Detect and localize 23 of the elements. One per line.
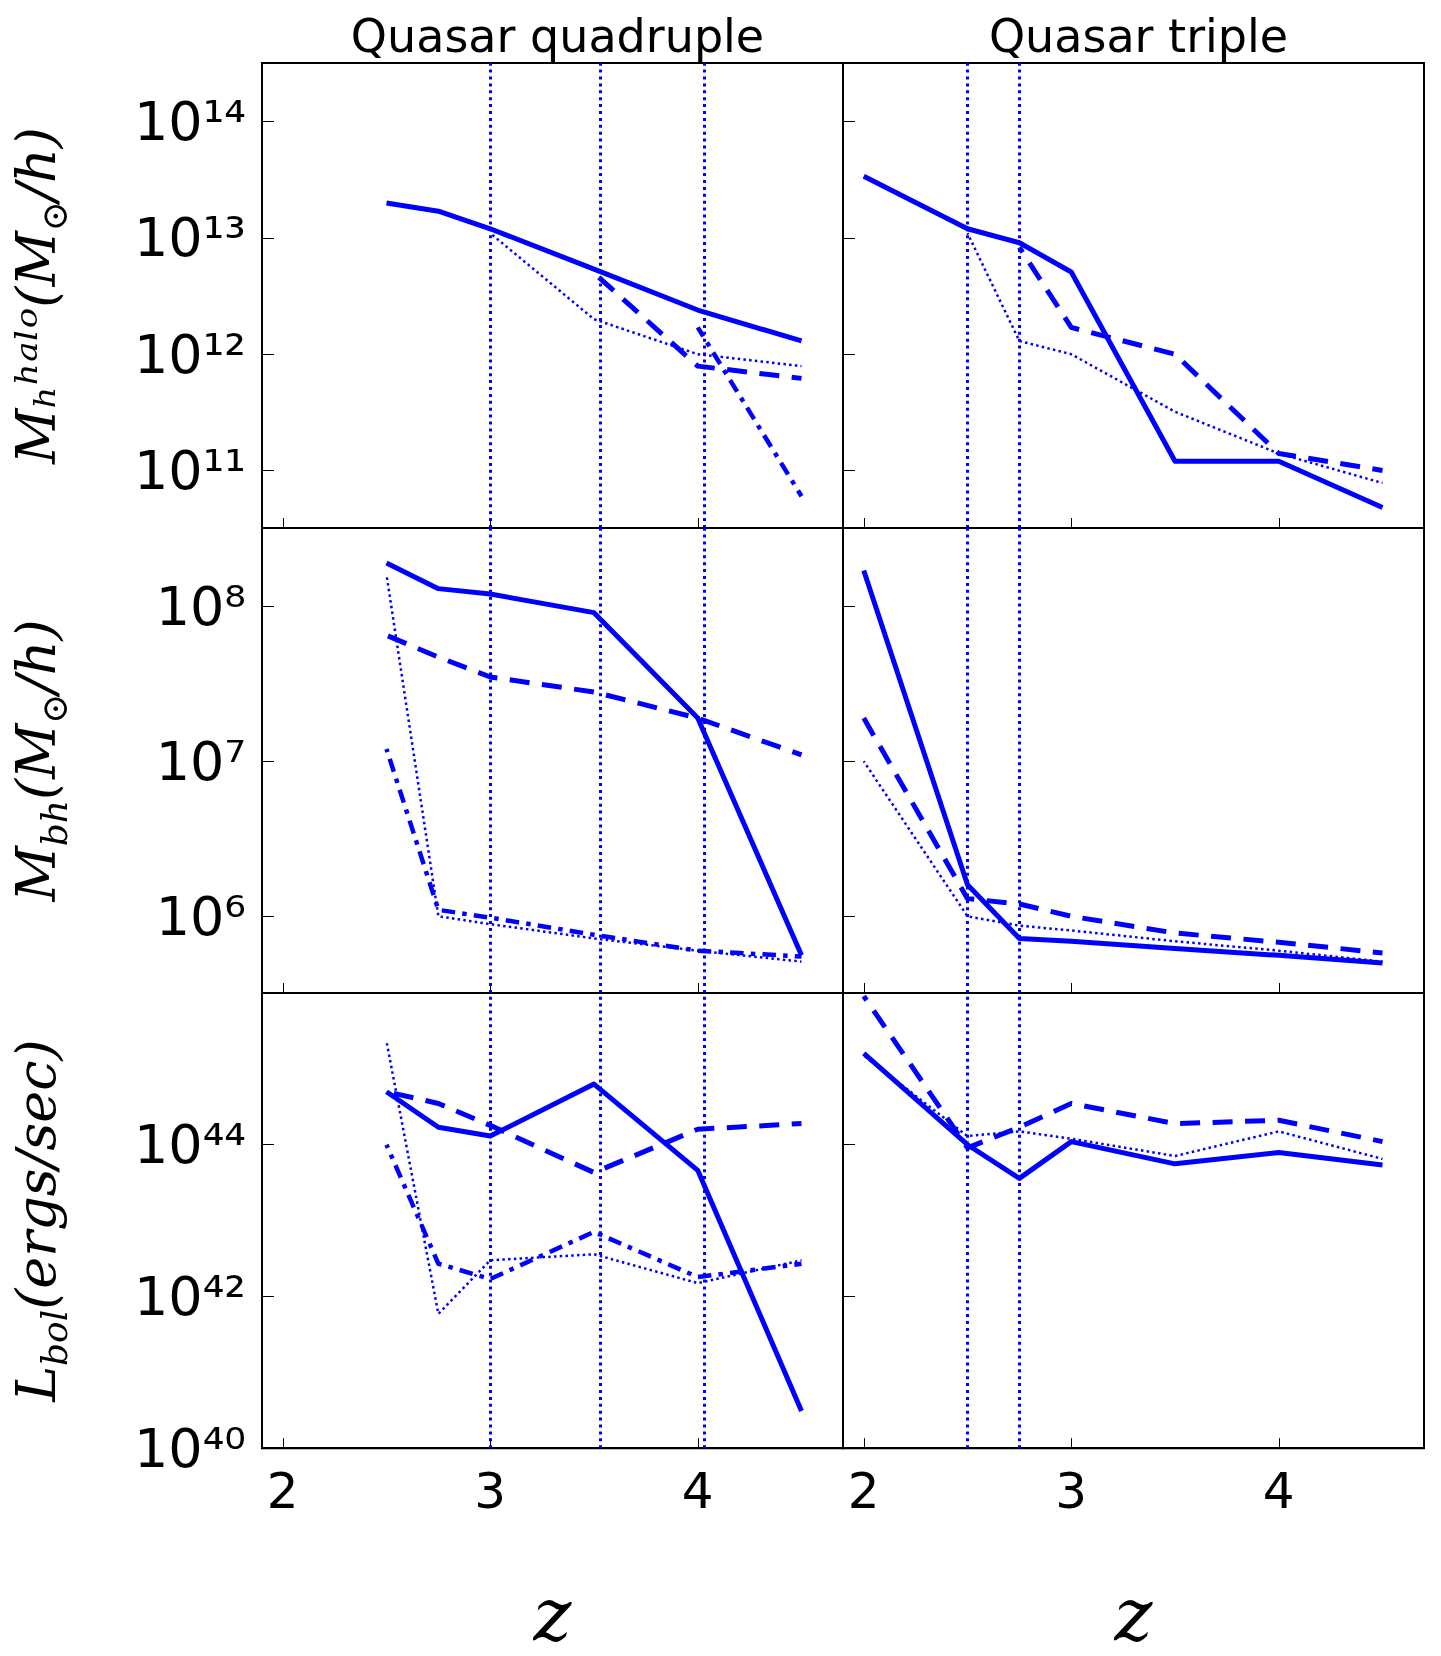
y-tick-label: 10¹² <box>133 322 246 386</box>
y-tick-label: 10¹¹ <box>133 438 246 502</box>
y-tick-label: 10⁴⁰ <box>133 1416 246 1480</box>
y-tick-label: 10¹³ <box>133 206 246 270</box>
chart-title: Quasar triple <box>988 9 1289 63</box>
x-tick-label: 4 <box>681 1462 714 1521</box>
x-tick-label: 2 <box>266 1462 299 1521</box>
y-axis-title: Mₕʰᵃˡᵒ(M⊙/h) <box>5 127 75 465</box>
x-axis-title: z <box>1113 1573 1154 1656</box>
y-tick-label: 10⁸ <box>155 574 246 638</box>
x-tick-label: 3 <box>1055 1462 1088 1521</box>
x-tick-label: 2 <box>847 1462 880 1521</box>
x-tick-label: 4 <box>1262 1462 1295 1521</box>
y-tick-label: 10⁴⁴ <box>133 1113 246 1177</box>
y-axis-title: Mbh(M⊙/h) <box>5 619 75 903</box>
y-tick-label: 10¹⁴ <box>133 90 246 154</box>
y-tick-label: 10⁶ <box>155 884 246 948</box>
x-tick-label: 3 <box>474 1462 507 1521</box>
chart-title: Quasar quadruple <box>350 9 765 63</box>
y-tick-label: 10⁴² <box>133 1264 246 1328</box>
x-axis-title: z <box>532 1573 573 1656</box>
y-tick-label: 10⁷ <box>155 729 246 793</box>
y-axis-title: Lbol(ergs/sec) <box>5 1039 75 1403</box>
